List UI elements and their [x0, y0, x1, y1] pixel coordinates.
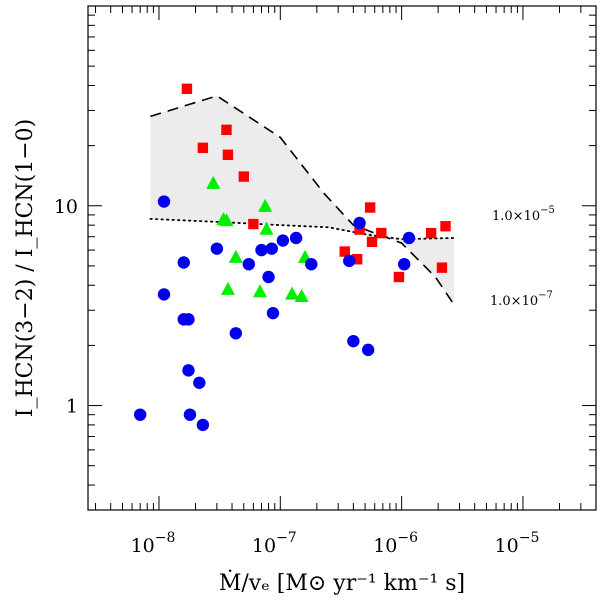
point-triangle-2 [219, 213, 234, 227]
point-circle-24 [398, 257, 411, 271]
point-square-9 [364, 202, 376, 213]
point-circle-25 [402, 231, 416, 245]
point-circle-5 [182, 364, 195, 377]
point-circle-20 [343, 254, 356, 268]
tick-labels: 10−8 10−7 10−6 10−5 1 10 [54, 196, 540, 557]
point-square-2 [221, 124, 232, 136]
point-square-13 [425, 227, 437, 239]
point-square-11 [376, 227, 387, 239]
point-square-15 [440, 221, 451, 232]
point-triangle-9 [294, 289, 309, 303]
x-axis-label: Ṁ/vₑ [M⊙ yr⁻¹ km⁻¹ s] [219, 569, 465, 596]
model-curve-dashed [150, 95, 455, 306]
point-square-5 [248, 218, 259, 230]
x-tick-label: 10−5 [495, 530, 540, 557]
point-circle-0 [157, 195, 171, 208]
y-axis-label: I_HCN(3−2) / I_HCN(1−0) [13, 119, 38, 418]
point-circle-19 [305, 257, 318, 271]
point-square-7 [351, 254, 363, 265]
curve-label-dashed: 1.0×10−7 [490, 290, 553, 309]
x-tick-label: 10−6 [373, 530, 418, 557]
point-square-3 [222, 149, 234, 160]
point-circle-16 [266, 306, 280, 320]
point-circle-22 [353, 216, 366, 230]
point-triangle-6 [258, 198, 273, 212]
point-circle-10 [210, 242, 224, 255]
y-tick-label: 1 [66, 396, 78, 418]
point-triangle-3 [220, 281, 235, 295]
point-square-8 [354, 224, 365, 235]
point-circle-4 [182, 313, 195, 326]
point-circle-15 [265, 242, 278, 255]
x-tick-label: 10−7 [252, 530, 297, 557]
point-circle-1 [157, 288, 171, 301]
point-square-10 [366, 236, 378, 248]
point-triangle-5 [252, 284, 267, 298]
point-circle-21 [347, 334, 360, 348]
axis-ticks [88, 5, 597, 511]
model-curve-dotted [149, 217, 455, 241]
point-circle-2 [177, 256, 190, 269]
point-square-0 [181, 83, 193, 95]
point-square-14 [436, 262, 448, 273]
model-range-shade [150, 95, 454, 305]
point-circle-6 [183, 408, 197, 421]
point-circle-7 [193, 376, 206, 389]
point-square-12 [393, 271, 405, 283]
x-tick-label: 10−8 [131, 530, 176, 557]
point-circle-13 [255, 243, 268, 257]
point-square-4 [238, 171, 249, 182]
y-tick-label: 10 [54, 196, 78, 218]
point-circle-11 [229, 327, 243, 340]
point-circle-14 [262, 270, 275, 284]
point-square-6 [339, 246, 350, 257]
point-triangle-4 [228, 249, 243, 263]
model-range-area [150, 95, 454, 305]
curve-annotations: 1.0×10−5 1.0×10−7 [490, 205, 555, 309]
point-triangle-0 [206, 175, 221, 189]
plot-frame [87, 5, 597, 511]
point-triangle-8 [285, 286, 300, 300]
model-curves [149, 95, 455, 306]
data-points [133, 83, 451, 432]
point-circle-9 [133, 408, 147, 421]
curve-label-dotted: 1.0×10−5 [492, 205, 555, 224]
point-circle-17 [276, 234, 290, 247]
point-circle-23 [361, 343, 375, 357]
point-circle-8 [196, 418, 210, 432]
point-circle-18 [289, 231, 303, 245]
point-circle-12 [242, 257, 256, 271]
point-triangle-7 [259, 221, 274, 235]
point-square-1 [197, 142, 209, 154]
